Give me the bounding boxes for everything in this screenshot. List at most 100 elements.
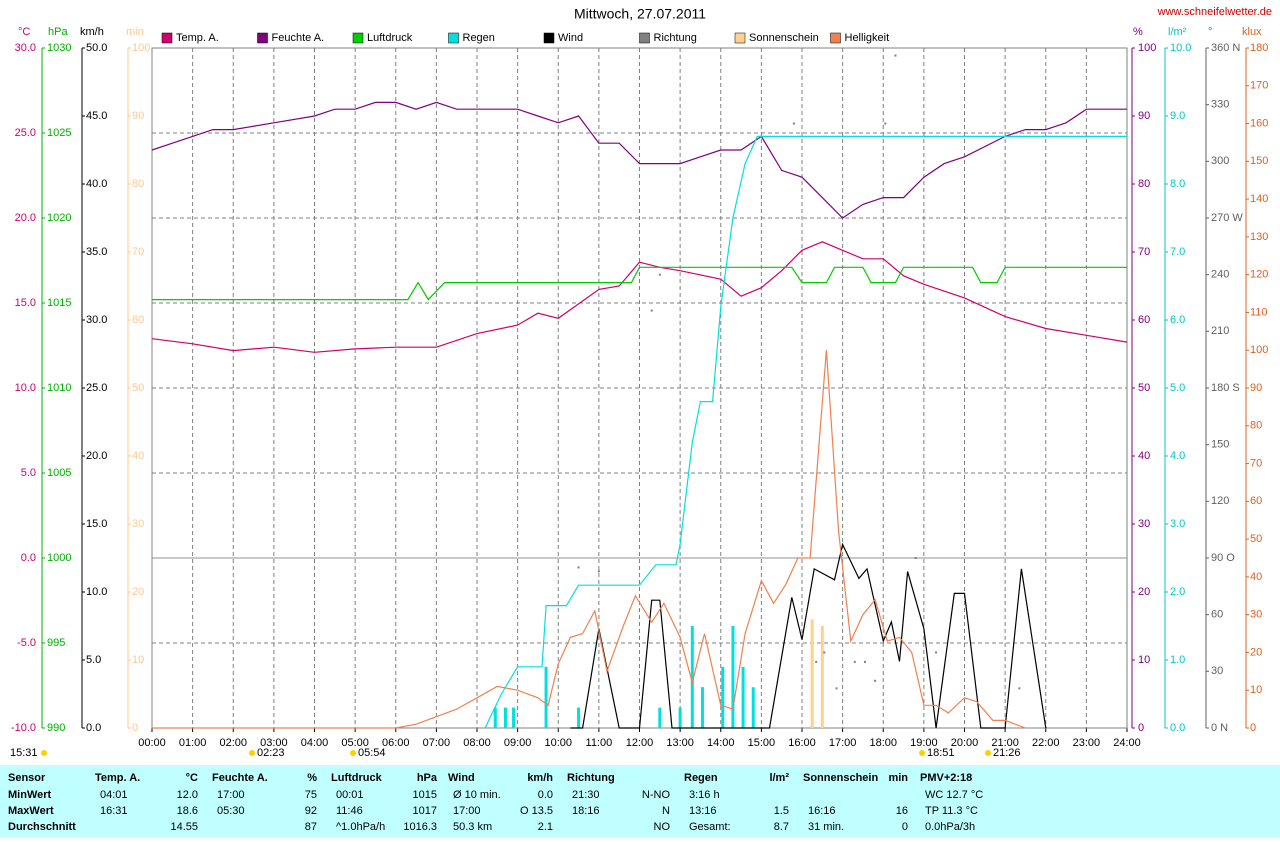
y-tick-label: 0 <box>1138 722 1144 734</box>
bar <box>493 707 497 728</box>
table-header: PMV+2:18 <box>920 772 972 784</box>
y-tick-label: 1005 <box>47 467 71 479</box>
x-tick-label: 03:00 <box>260 737 288 749</box>
bar <box>820 626 824 728</box>
y-tick-label: 100 <box>132 42 150 54</box>
y-tick-label: 30.0 <box>15 42 36 54</box>
y-tick-label: 40 <box>1250 571 1262 583</box>
y-tick-label: 90 <box>1250 382 1262 394</box>
x-tick-label: 15:00 <box>748 737 776 749</box>
y-tick-label: 8.0 <box>1170 178 1185 190</box>
dot <box>894 54 897 57</box>
table-cell: 18:16 <box>572 805 600 817</box>
y-tick-label: 0.0 <box>86 722 101 734</box>
table-cell: 92 <box>305 805 317 817</box>
series-line <box>151 101 1127 219</box>
y-tick-label: 10 <box>132 654 144 666</box>
y-tick-label: 120 <box>1211 495 1229 507</box>
y-tick-label: 5.0 <box>86 654 101 666</box>
sun-moon-icon <box>985 750 991 756</box>
table-cell: O 13.5 <box>520 805 553 817</box>
dot <box>874 679 877 682</box>
y-tick-label: 10.0 <box>86 586 107 598</box>
y-tick-label: 1015 <box>47 297 71 309</box>
dot <box>863 660 866 663</box>
time-annotation: 02:23 <box>257 747 285 759</box>
y-tick-label: 50 <box>1138 382 1150 394</box>
y-tick-label: 1025 <box>47 127 71 139</box>
y-tick-label: 140 <box>1250 193 1268 205</box>
time-annotation: 05:54 <box>358 747 386 759</box>
y-tick-label: 160 <box>1250 117 1268 129</box>
bar <box>544 666 548 728</box>
time-annotation: 18:51 <box>927 747 955 759</box>
legend-swatch <box>257 32 268 44</box>
table-cell: 18.6 <box>177 805 198 817</box>
series-line <box>484 135 1127 729</box>
y-tick-label: 300 <box>1211 155 1229 167</box>
sun-moon-icon <box>249 750 255 756</box>
y-tick-label: 120 <box>1250 269 1268 281</box>
y-tick-label: 10.0 <box>1170 42 1191 54</box>
table-header: Richtung <box>567 772 615 784</box>
y-tick-label: 0 N <box>1211 722 1228 734</box>
bar <box>658 707 662 728</box>
dot <box>650 309 653 312</box>
y-tick-label: 30 <box>1138 518 1150 530</box>
y-tick-label: 990 <box>47 722 65 734</box>
table-cell: 0.0 <box>538 789 553 801</box>
y-tick-label: 100 <box>1250 344 1268 356</box>
axis-unit: % <box>1133 26 1143 38</box>
y-tick-label: 170 <box>1250 80 1268 92</box>
bar <box>690 626 694 728</box>
table-cell: 00:01 <box>336 789 364 801</box>
legend-swatch <box>543 32 555 44</box>
x-tick-label: 21:00 <box>991 737 1019 749</box>
y-tick-label: 80 <box>1250 420 1262 432</box>
y-tick-label: 30.0 <box>86 314 107 326</box>
x-tick-label: 10:00 <box>544 737 572 749</box>
y-tick-label: 1030 <box>47 42 71 54</box>
table-header: Luftdruck <box>331 772 383 784</box>
y-tick-label: 0.0 <box>21 552 36 564</box>
x-tick-label: 17:00 <box>829 737 857 749</box>
table-cell: 75 <box>305 789 317 801</box>
table-cell: 3:16 h <box>689 789 720 801</box>
y-tick-label: 1020 <box>47 212 71 224</box>
x-tick-label: 11:00 <box>586 737 613 749</box>
y-tick-label: 60 <box>132 314 144 326</box>
legend-label: Feuchte A. <box>272 32 325 44</box>
y-tick-label: 330 <box>1211 99 1229 111</box>
table-cell: 17:00 <box>453 805 481 817</box>
dot <box>792 122 795 125</box>
series-line <box>151 241 1128 353</box>
y-tick-label: 4.0 <box>1170 450 1185 462</box>
y-tick-label: 7.0 <box>1170 246 1185 258</box>
y-tick-label: 1010 <box>47 382 71 394</box>
legend-label: Temp. A. <box>176 32 219 44</box>
legend-label: Wind <box>558 32 583 44</box>
bar <box>810 619 814 728</box>
y-tick-label: 80 <box>132 178 144 190</box>
table-unit: min <box>888 772 908 784</box>
table-unit: % <box>307 772 317 784</box>
y-tick-label: 995 <box>47 637 65 649</box>
bar <box>700 687 704 728</box>
y-tick-label: 60 <box>1250 495 1262 507</box>
y-tick-label: 240 <box>1211 269 1229 281</box>
y-tick-label: 35.0 <box>86 246 107 258</box>
y-tick-label: 20.0 <box>86 450 107 462</box>
x-tick-label: 06:00 <box>382 737 410 749</box>
table-cell: 2.1 <box>538 821 553 833</box>
sun-moon-icon <box>350 750 356 756</box>
bar <box>577 707 581 728</box>
y-tick-label: 180 S <box>1211 382 1240 394</box>
series-line <box>152 266 1127 301</box>
dot <box>823 651 826 654</box>
dot <box>884 122 887 125</box>
table-cell: 50.3 km <box>453 821 492 833</box>
y-tick-label: 0 <box>132 722 138 734</box>
table-cell: N-NO <box>642 789 671 801</box>
table-panel <box>0 765 1280 837</box>
chart-title: Mittwoch, 27.07.2011 <box>574 6 706 22</box>
